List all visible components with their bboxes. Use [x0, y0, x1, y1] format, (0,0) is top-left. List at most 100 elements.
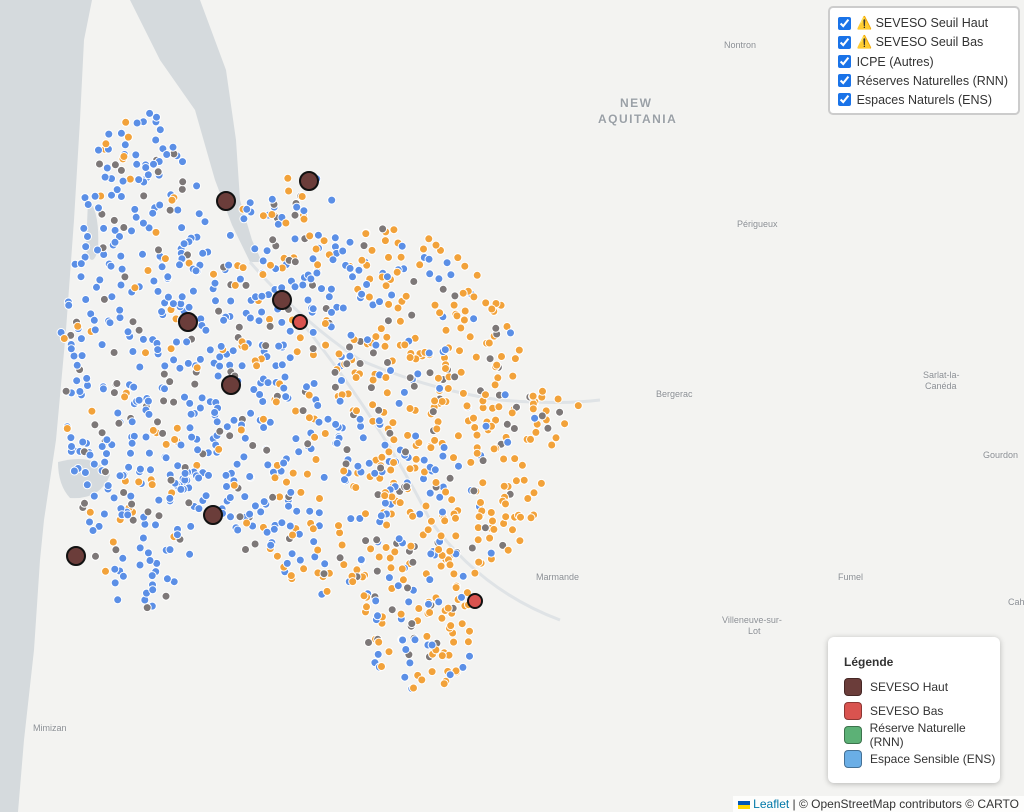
icpe-marker[interactable] [411, 431, 421, 441]
icpe-marker[interactable] [299, 206, 309, 216]
icpe-marker[interactable] [499, 454, 509, 464]
icpe-marker[interactable] [228, 346, 238, 356]
icpe-marker[interactable] [405, 464, 415, 474]
icpe-marker[interactable] [105, 318, 115, 328]
icpe-marker[interactable] [155, 200, 165, 210]
icpe-marker[interactable] [125, 174, 135, 184]
icpe-marker[interactable] [178, 157, 187, 167]
icpe-marker[interactable] [152, 112, 161, 122]
icpe-marker[interactable] [367, 245, 377, 255]
icpe-marker[interactable] [194, 504, 204, 514]
icpe-marker[interactable] [277, 518, 287, 528]
icpe-marker[interactable] [157, 307, 167, 317]
icpe-marker[interactable] [425, 575, 435, 585]
icpe-marker[interactable] [460, 306, 470, 316]
icpe-marker[interactable] [292, 347, 302, 357]
icpe-marker[interactable] [222, 422, 232, 432]
icpe-marker[interactable] [143, 507, 153, 517]
icpe-marker[interactable] [366, 383, 376, 393]
icpe-marker[interactable] [443, 384, 453, 393]
icpe-marker[interactable] [295, 333, 305, 343]
icpe-marker[interactable] [201, 325, 211, 335]
icpe-marker[interactable] [458, 571, 468, 581]
icpe-marker[interactable] [308, 327, 318, 337]
icpe-marker[interactable] [210, 278, 220, 288]
icpe-marker[interactable] [127, 438, 137, 448]
icpe-marker[interactable] [284, 501, 293, 511]
icpe-marker[interactable] [506, 328, 515, 338]
icpe-marker[interactable] [78, 437, 88, 447]
icpe-marker[interactable] [543, 423, 553, 433]
icpe-marker[interactable] [313, 260, 323, 270]
layer-toggle[interactable]: ⚠️ SEVESO Seuil Haut [836, 14, 1008, 33]
icpe-marker[interactable] [286, 487, 296, 497]
icpe-marker[interactable] [430, 300, 440, 310]
icpe-marker[interactable] [402, 482, 412, 492]
icpe-marker[interactable] [332, 438, 342, 448]
icpe-marker[interactable] [357, 289, 367, 299]
icpe-marker[interactable] [285, 353, 295, 363]
icpe-marker[interactable] [431, 240, 441, 250]
icpe-marker[interactable] [286, 571, 296, 581]
icpe-marker[interactable] [101, 139, 111, 149]
icpe-marker[interactable] [311, 455, 321, 464]
icpe-marker[interactable] [386, 366, 395, 375]
icpe-marker[interactable] [324, 292, 334, 302]
icpe-marker[interactable] [467, 543, 477, 553]
icpe-marker[interactable] [386, 563, 396, 573]
icpe-marker[interactable] [138, 533, 148, 543]
icpe-marker[interactable] [239, 214, 249, 224]
icpe-marker[interactable] [214, 444, 224, 454]
icpe-marker[interactable] [116, 128, 126, 138]
icpe-marker[interactable] [259, 497, 269, 507]
icpe-marker[interactable] [394, 534, 404, 544]
icpe-marker[interactable] [501, 499, 510, 509]
icpe-marker[interactable] [364, 638, 373, 647]
icpe-marker[interactable] [515, 536, 525, 546]
icpe-marker[interactable] [201, 491, 211, 501]
icpe-marker[interactable] [100, 172, 110, 182]
icpe-marker[interactable] [186, 521, 196, 531]
icpe-marker[interactable] [330, 382, 340, 392]
layer-checkbox[interactable] [837, 55, 851, 68]
icpe-marker[interactable] [503, 545, 513, 555]
icpe-marker[interactable] [225, 431, 235, 441]
icpe-marker[interactable] [372, 535, 382, 545]
icpe-marker[interactable] [398, 635, 408, 645]
icpe-marker[interactable] [519, 475, 529, 485]
icpe-marker[interactable] [380, 440, 390, 450]
icpe-marker[interactable] [346, 330, 356, 340]
leaflet-link[interactable]: Leaflet [753, 797, 790, 811]
icpe-marker[interactable] [445, 473, 455, 483]
icpe-marker[interactable] [123, 510, 133, 520]
icpe-marker[interactable] [388, 418, 398, 428]
icpe-marker[interactable] [417, 675, 427, 685]
icpe-marker[interactable] [455, 346, 464, 356]
icpe-marker[interactable] [95, 159, 104, 169]
icpe-marker[interactable] [284, 186, 294, 196]
icpe-marker[interactable] [330, 367, 340, 377]
icpe-marker[interactable] [497, 352, 506, 361]
icpe-marker[interactable] [116, 165, 126, 175]
icpe-marker[interactable] [263, 378, 273, 388]
icpe-marker[interactable] [317, 284, 326, 294]
icpe-marker[interactable] [290, 234, 300, 244]
icpe-marker[interactable] [161, 591, 171, 601]
icpe-marker[interactable] [226, 512, 235, 522]
icpe-marker[interactable] [384, 447, 394, 457]
icpe-marker[interactable] [138, 249, 147, 259]
icpe-marker[interactable] [338, 303, 348, 313]
icpe-marker[interactable] [177, 223, 187, 233]
icpe-marker[interactable] [169, 397, 179, 407]
icpe-marker[interactable] [146, 465, 155, 475]
icpe-marker[interactable] [238, 263, 248, 273]
icpe-marker[interactable] [265, 321, 275, 331]
icpe-marker[interactable] [188, 286, 198, 296]
icpe-marker[interactable] [200, 217, 210, 227]
icpe-marker[interactable] [89, 491, 99, 501]
icpe-marker[interactable] [176, 440, 186, 450]
icpe-marker[interactable] [326, 284, 336, 294]
icpe-marker[interactable] [514, 345, 524, 355]
icpe-marker[interactable] [110, 237, 120, 247]
icpe-marker[interactable] [393, 303, 403, 313]
